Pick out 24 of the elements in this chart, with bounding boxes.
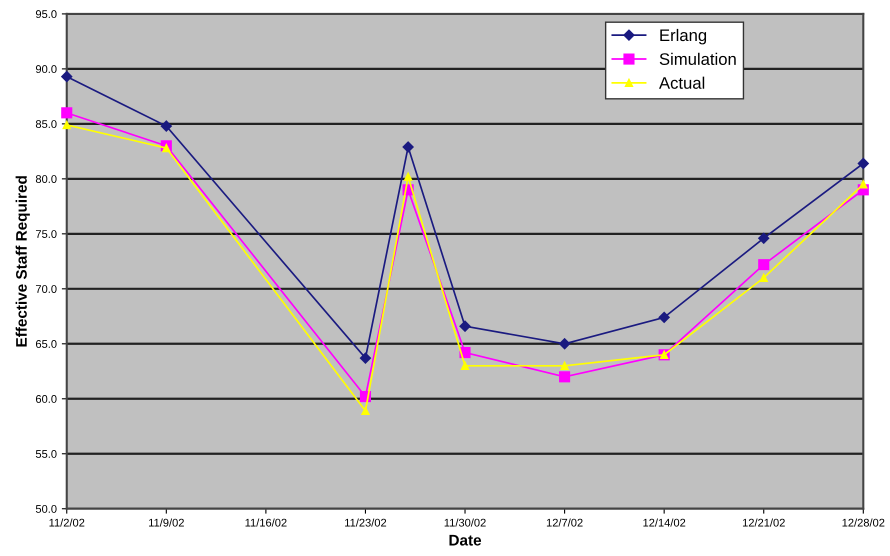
legend-label: Actual bbox=[659, 76, 704, 89]
y-tick-label: 80.0 bbox=[36, 175, 57, 183]
x-tick-label: 12/7/02 bbox=[546, 518, 583, 527]
x-tick-label: 11/2/02 bbox=[49, 518, 84, 527]
y-tick-label: 75.0 bbox=[36, 230, 57, 238]
x-tick-label: 11/9/02 bbox=[149, 518, 184, 527]
y-tick-label: 95.0 bbox=[36, 10, 57, 18]
y-tick-label: 50.0 bbox=[36, 505, 57, 513]
legend-label: Simulation bbox=[660, 52, 736, 66]
legend-label: Erlang bbox=[660, 28, 706, 44]
y-tick-label: 70.0 bbox=[36, 285, 57, 293]
y-tick-label: 60.0 bbox=[36, 395, 57, 403]
y-tick-label: 85.0 bbox=[36, 120, 57, 128]
x-axis-title: Date bbox=[449, 534, 482, 546]
x-tick-label: 12/14/02 bbox=[643, 518, 686, 527]
x-tick-label: 11/23/02 bbox=[345, 518, 386, 527]
x-tick-label: 12/21/02 bbox=[742, 518, 785, 527]
y-axis-title: Effective Staff Required bbox=[16, 176, 30, 346]
x-tick-label: 11/16/02 bbox=[246, 518, 287, 527]
y-tick-label: 90.0 bbox=[36, 65, 57, 74]
y-tick-label: 55.0 bbox=[36, 450, 57, 458]
x-tick-label: 12/28/02 bbox=[842, 518, 884, 527]
y-tick-label: 65.0 bbox=[36, 340, 57, 348]
x-tick-label: 11/30/02 bbox=[444, 518, 486, 527]
